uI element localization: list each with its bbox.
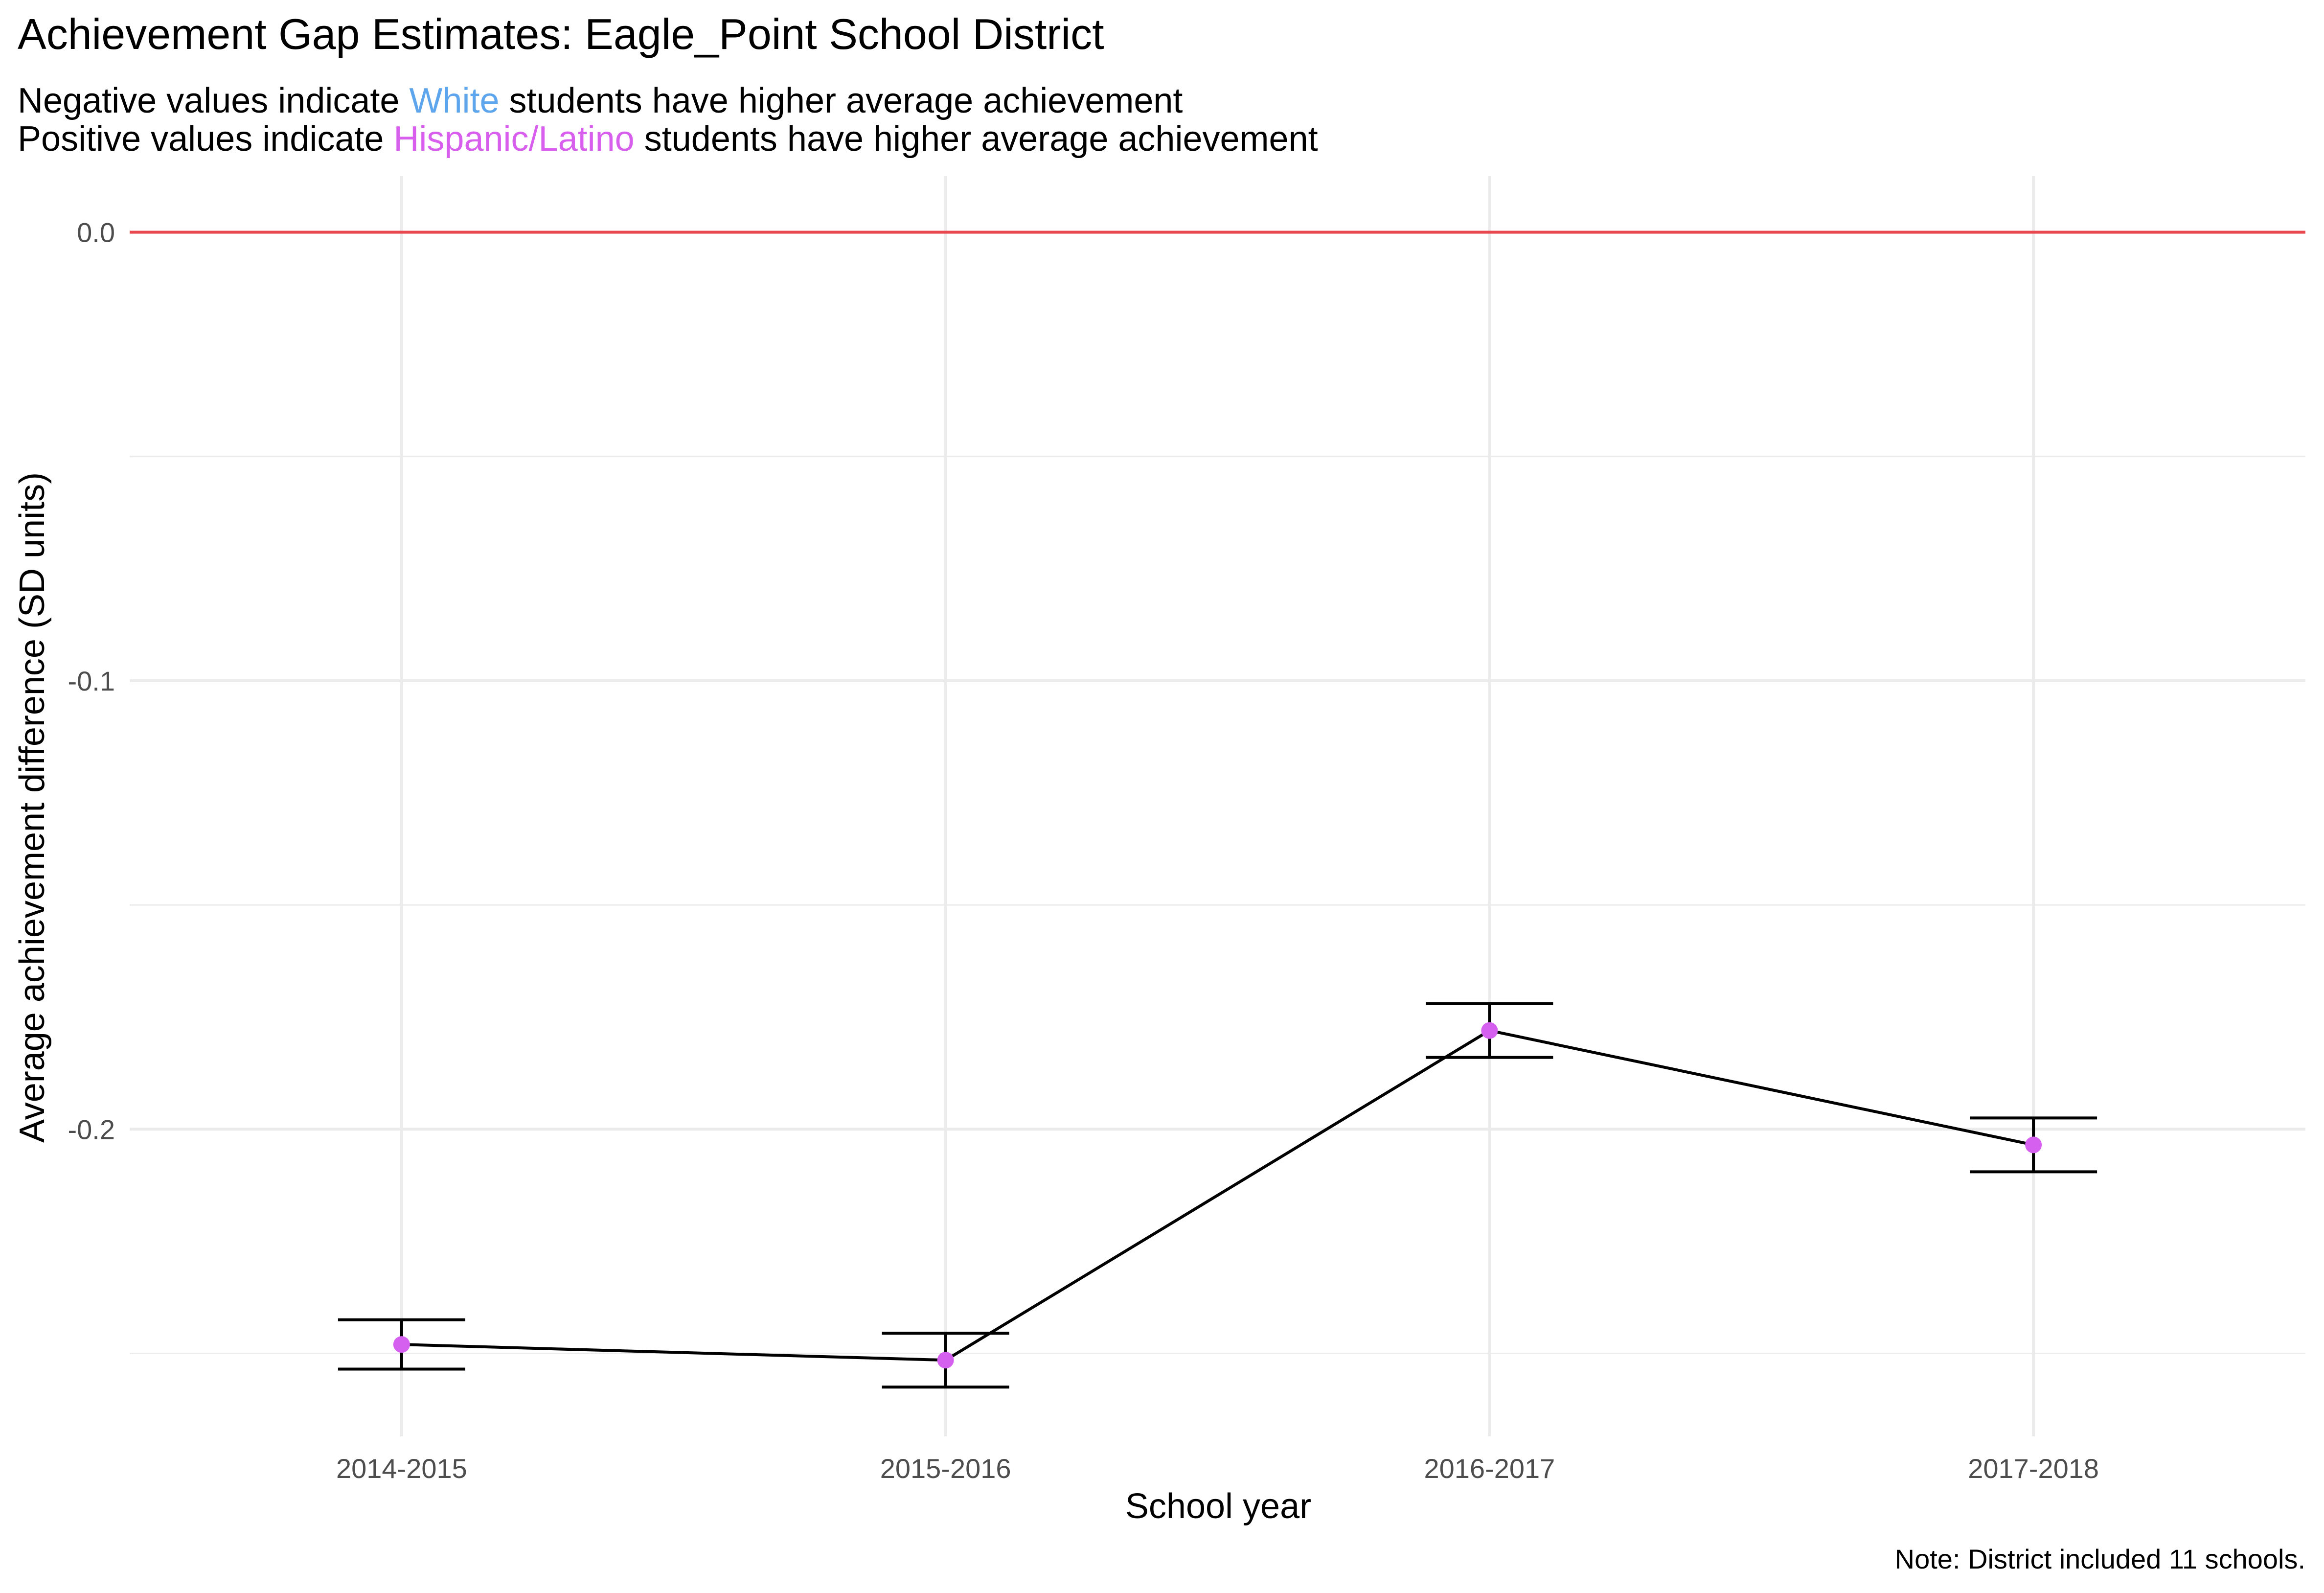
chart-title: Achievement Gap Estimates: Eagle_Point S… [18,10,1104,58]
chart-subtitle-line-1: Negative values indicate White students … [18,81,1183,120]
data-point [937,1352,954,1369]
subtitle-2-before: Positive values indicate [18,119,393,159]
data-point [2025,1136,2042,1154]
x-tick-label: 2014-2015 [336,1453,467,1484]
x-axis-label: School year [1125,1487,1311,1526]
series-line [401,1029,2034,1362]
subtitle-1-before: Negative values indicate [18,81,409,120]
subtitle-2-after: students have higher average achievement [635,119,1318,159]
chart-subtitle-line-2: Positive values indicate Hispanic/Latino… [18,119,1318,159]
x-tick-label: 2017-2018 [1968,1453,2099,1484]
y-tick-label: 0.0 [77,217,115,248]
subtitle-2-highlight-hispanic: Hispanic/Latino [393,119,634,159]
x-tick-label: 2016-2017 [1424,1453,1555,1484]
data-point [393,1336,410,1353]
data-point [1481,1022,1498,1039]
subtitle-1-after: students have higher average achievement [500,81,1183,120]
y-tick-label: -0.2 [68,1114,115,1145]
tick-labels: 0.0 -0.1 -0.2 2014-2015 2015-2016 2016-2017 20… [68,217,2099,1484]
subtitle-1-highlight-white: White [409,81,499,120]
series-layer [338,1002,2097,1389]
chart-caption: Note: District included 11 schools. [1895,1544,2305,1574]
x-tick-label: 2015-2016 [880,1453,1011,1484]
y-axis-label: Average achievement difference (SD units… [13,472,52,1143]
y-tick-label: -0.1 [68,666,115,696]
